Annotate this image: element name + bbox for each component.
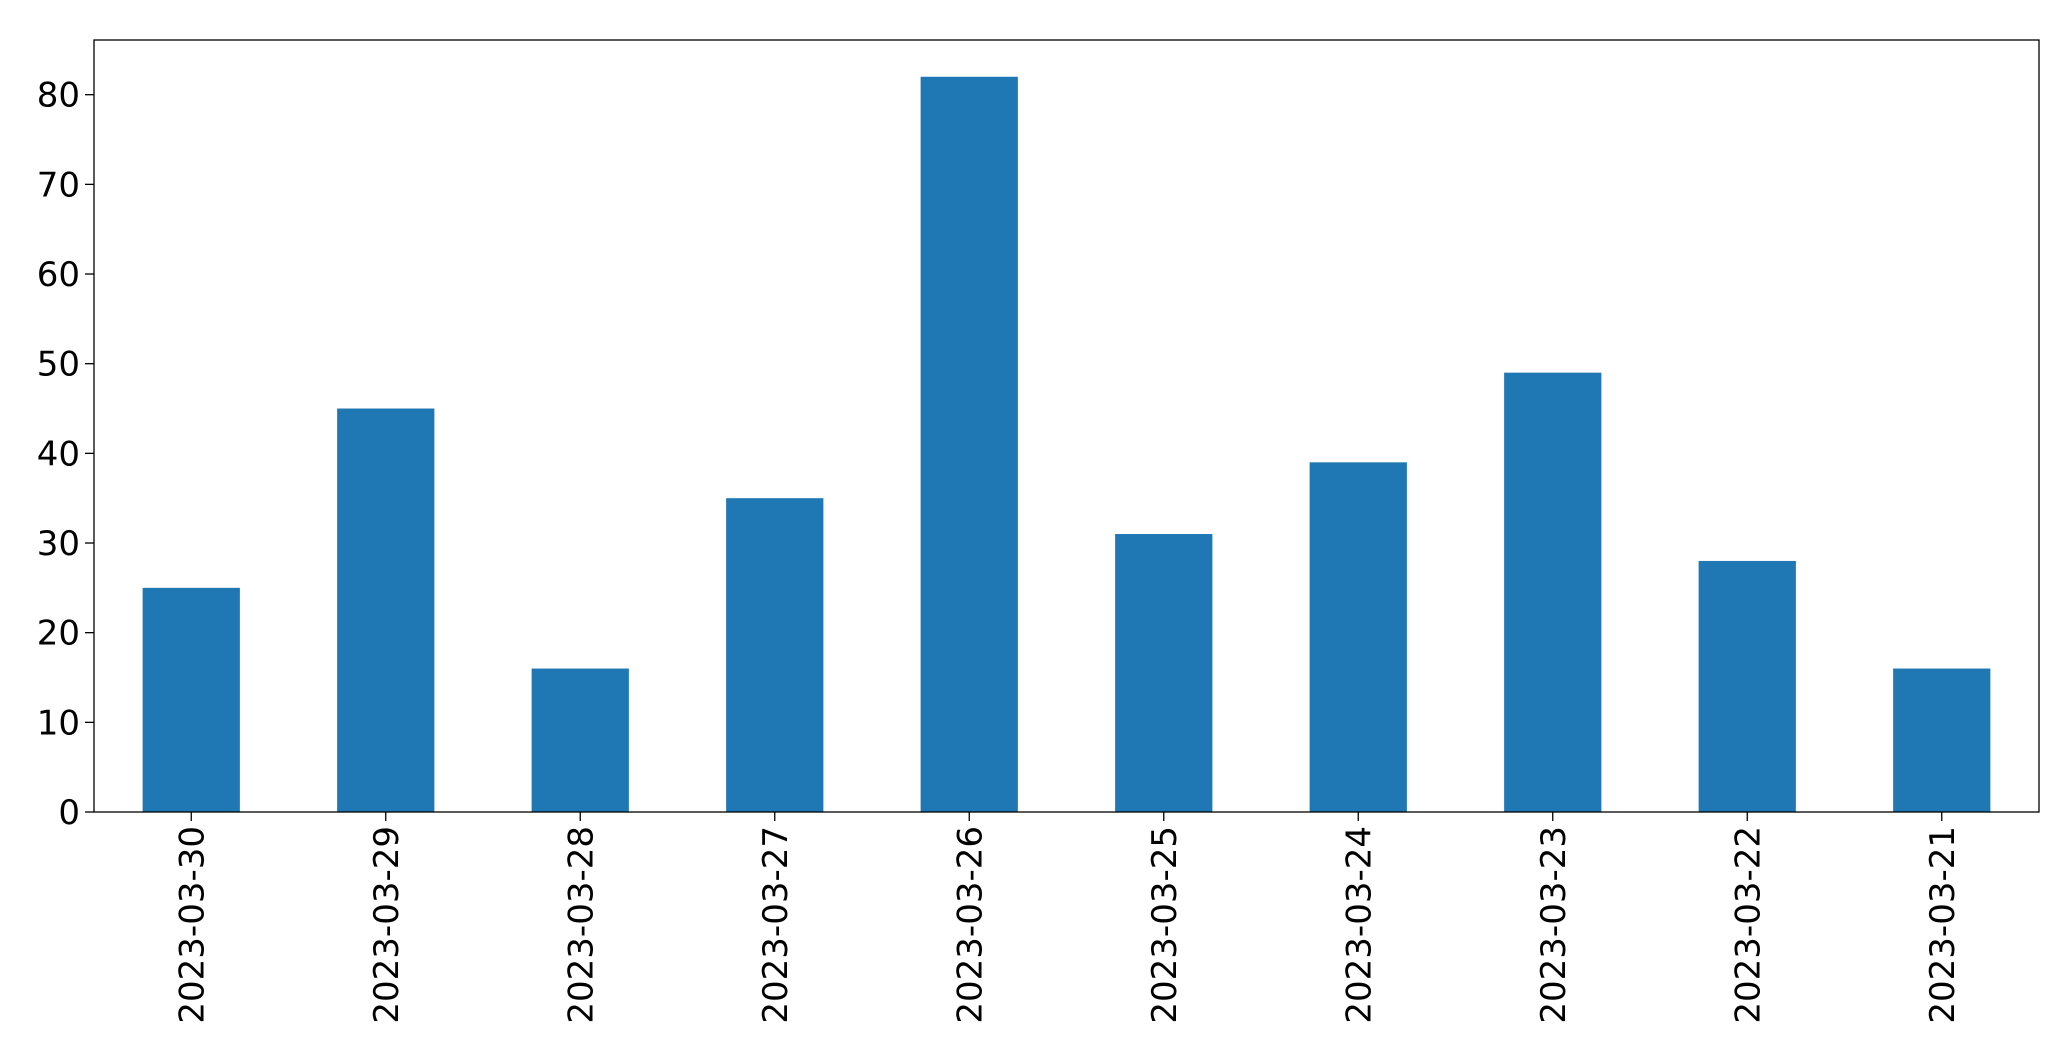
y-tick-label: 0 xyxy=(58,793,80,833)
plot-frame xyxy=(93,39,2040,813)
y-tick-label: 70 xyxy=(37,165,80,205)
y-tick-label: 60 xyxy=(37,255,80,295)
bar xyxy=(1893,668,1991,812)
bar xyxy=(1115,534,1213,812)
bar xyxy=(142,587,240,812)
x-tick-label: 2023-03-28 xyxy=(561,826,601,1024)
x-tick-label: 2023-03-26 xyxy=(950,826,990,1024)
x-tick-label: 2023-03-22 xyxy=(1728,826,1768,1024)
x-tick-label: 2023-03-29 xyxy=(367,826,407,1024)
bar xyxy=(337,408,435,812)
bar xyxy=(1698,560,1796,812)
bar xyxy=(920,76,1018,812)
bar xyxy=(1309,462,1407,812)
y-tick-label: 20 xyxy=(37,614,80,654)
y-tick-label: 30 xyxy=(37,524,80,564)
x-tick-label: 2023-03-25 xyxy=(1145,826,1185,1024)
x-tick-label: 2023-03-23 xyxy=(1534,826,1574,1024)
y-tick-label: 40 xyxy=(37,434,80,474)
x-tick-label: 2023-03-30 xyxy=(172,826,212,1024)
y-tick-label: 80 xyxy=(37,76,80,116)
y-tick-label: 50 xyxy=(37,345,80,385)
bar xyxy=(1504,372,1602,812)
x-tick-label: 2023-03-24 xyxy=(1339,826,1379,1024)
x-tick-label: 2023-03-21 xyxy=(1923,826,1963,1024)
y-tick-label: 10 xyxy=(37,703,80,743)
x-tick-label: 2023-03-27 xyxy=(756,826,796,1024)
bar xyxy=(726,498,824,812)
bar xyxy=(531,668,629,812)
